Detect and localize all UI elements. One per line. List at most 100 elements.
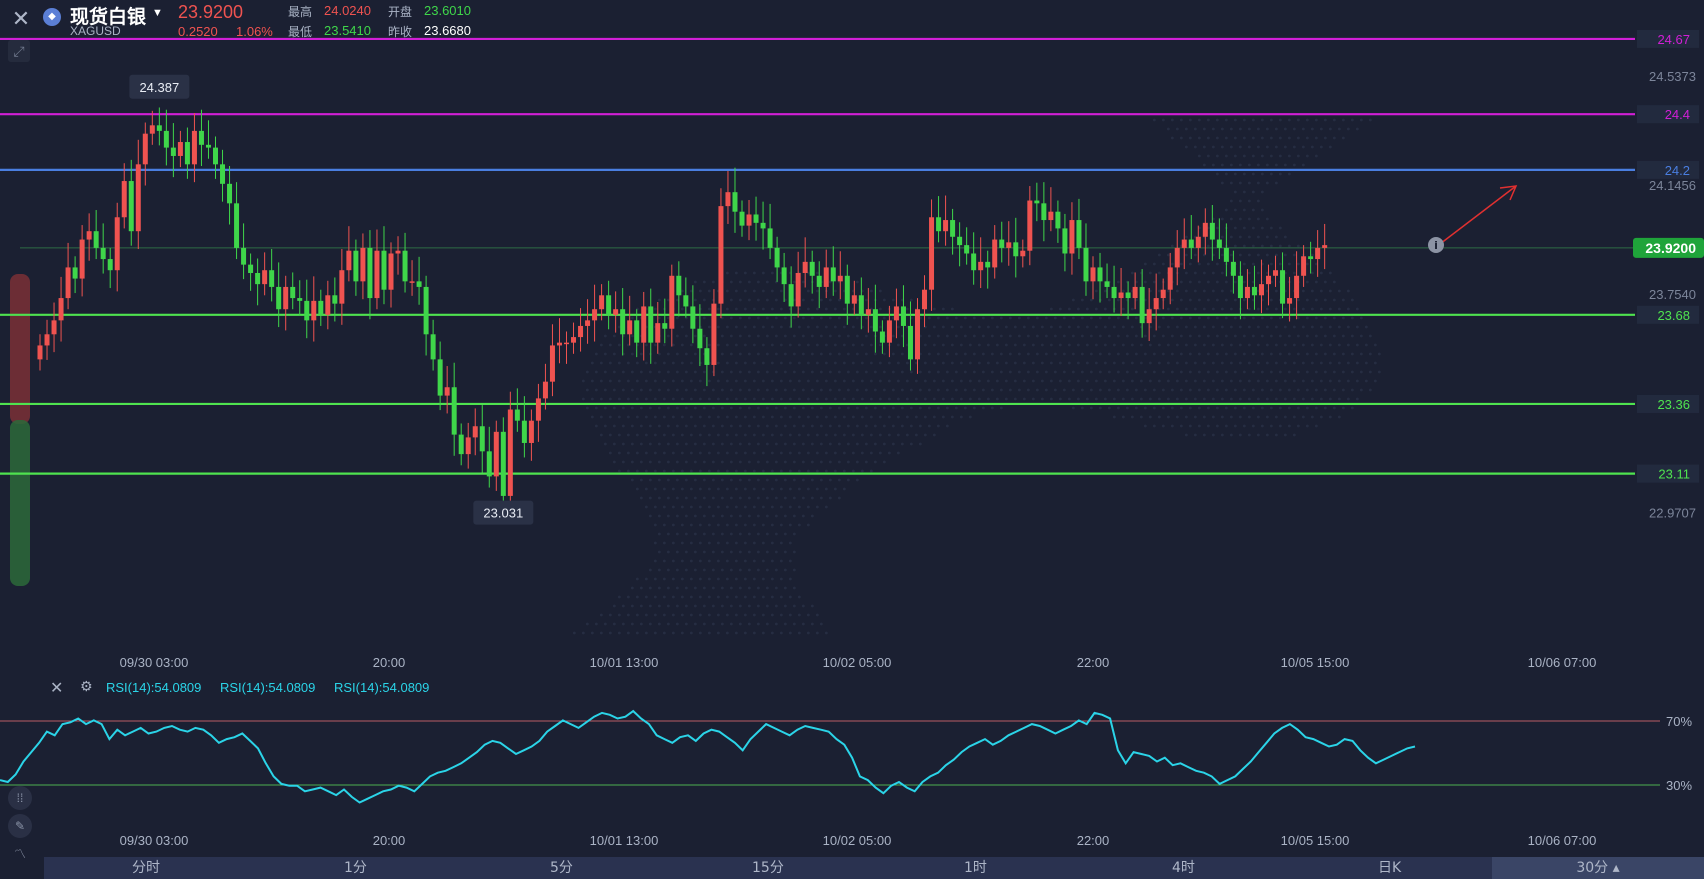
map-dot [1265, 181, 1269, 185]
map-dot [635, 469, 639, 473]
map-dot [1328, 415, 1332, 419]
map-dot [1278, 244, 1282, 248]
indicator-icon[interactable]: 〽 [13, 847, 26, 861]
tab-1hour[interactable]: 1时 [964, 860, 987, 876]
map-dot [639, 460, 643, 464]
map-dot [1346, 289, 1350, 293]
map-dot [1112, 415, 1116, 419]
close-rsi-icon[interactable]: ✕ [50, 680, 64, 697]
map-dot [590, 379, 594, 383]
tab-4hour[interactable]: 4时 [1172, 860, 1195, 876]
map-dot [900, 370, 904, 374]
map-dot [644, 577, 648, 581]
map-dot [626, 469, 630, 473]
map-dot [1229, 163, 1233, 167]
map-dot [1256, 235, 1260, 239]
map-dot [729, 496, 733, 500]
map-dot [693, 424, 697, 428]
map-dot [671, 505, 675, 509]
map-dot [806, 631, 810, 635]
map-dot [738, 298, 742, 302]
map-dot [900, 388, 904, 392]
candle-body [100, 247, 106, 260]
info-icon[interactable] [1428, 237, 1444, 253]
map-dot [711, 622, 715, 626]
map-dot [810, 478, 814, 482]
map-dot [666, 550, 670, 554]
map-dot [1080, 352, 1084, 356]
map-dot [702, 280, 706, 284]
map-dot [1197, 370, 1201, 374]
tab-30min-label: 30分 [1576, 860, 1609, 876]
map-dot [1247, 307, 1251, 311]
map-dot [1341, 388, 1345, 392]
map-dot [1310, 307, 1314, 311]
map-dot [1238, 163, 1242, 167]
map-dot [1314, 262, 1318, 266]
map-dot [698, 595, 702, 599]
map-dot [671, 559, 675, 563]
settings-icon[interactable]: ⚙ [80, 678, 93, 694]
map-dot [774, 604, 778, 608]
map-dot [1373, 343, 1377, 347]
map-dot [743, 469, 747, 473]
map-dot [1134, 352, 1138, 356]
replay-icon[interactable]: ⁞⁞ [8, 786, 32, 810]
map-dot [743, 307, 747, 311]
map-dot [1206, 280, 1210, 284]
map-dot [1049, 397, 1053, 401]
map-dot [1283, 343, 1287, 347]
map-dot [846, 424, 850, 428]
map-dot [621, 622, 625, 626]
map-dot [855, 442, 859, 446]
map-dot [810, 604, 814, 608]
tab-fenshi[interactable]: 分时 [132, 860, 160, 876]
map-dot [1346, 361, 1350, 365]
tab-5min[interactable]: 5分 [550, 860, 573, 876]
map-dot [1368, 388, 1372, 392]
instrument-name[interactable]: 现货白银 [70, 6, 147, 28]
candle-body [86, 231, 92, 240]
pencil-icon[interactable]: ✎ [8, 814, 32, 838]
map-dot [855, 478, 859, 482]
candle-body [585, 320, 591, 326]
tab-15min[interactable]: 15分 [752, 860, 784, 876]
map-dot [1242, 190, 1246, 194]
map-dot [729, 316, 733, 320]
map-dot [1314, 136, 1318, 140]
close-icon[interactable]: ✕ [11, 6, 31, 31]
map-dot [693, 604, 697, 608]
map-dot [662, 343, 666, 347]
map-dot [621, 460, 625, 464]
map-dot [797, 631, 801, 635]
map-dot [1166, 379, 1170, 383]
map-dot [1157, 379, 1161, 383]
map-dot [1022, 379, 1026, 383]
map-dot [1184, 379, 1188, 383]
map-dot [779, 415, 783, 419]
map-dot [864, 406, 868, 410]
tab-daily[interactable]: 日K [1378, 860, 1402, 876]
map-dot [779, 289, 783, 293]
candle-body [606, 295, 612, 315]
map-dot [914, 415, 918, 419]
map-dot [1175, 415, 1179, 419]
map-dot [738, 280, 742, 284]
tab-30min[interactable]: 30分 ▴ [1492, 857, 1704, 879]
map-dot [1121, 415, 1125, 419]
map-dot [671, 523, 675, 527]
map-dot [684, 334, 688, 338]
chevron-down-icon[interactable]: ▼ [152, 7, 163, 19]
map-dot [1278, 424, 1282, 428]
trend-arrow-drawing[interactable]: i [1428, 185, 1518, 253]
map-dot [720, 316, 724, 320]
pin-icon[interactable]: ⤢ [8, 40, 30, 62]
map-dot [801, 622, 805, 626]
map-dot [612, 406, 616, 410]
tab-1min[interactable]: 1分 [344, 860, 367, 876]
map-dot [1125, 334, 1129, 338]
map-dot [815, 271, 819, 275]
map-dot [783, 370, 787, 374]
rsi-panel[interactable]: 70% 30% [0, 709, 1692, 804]
